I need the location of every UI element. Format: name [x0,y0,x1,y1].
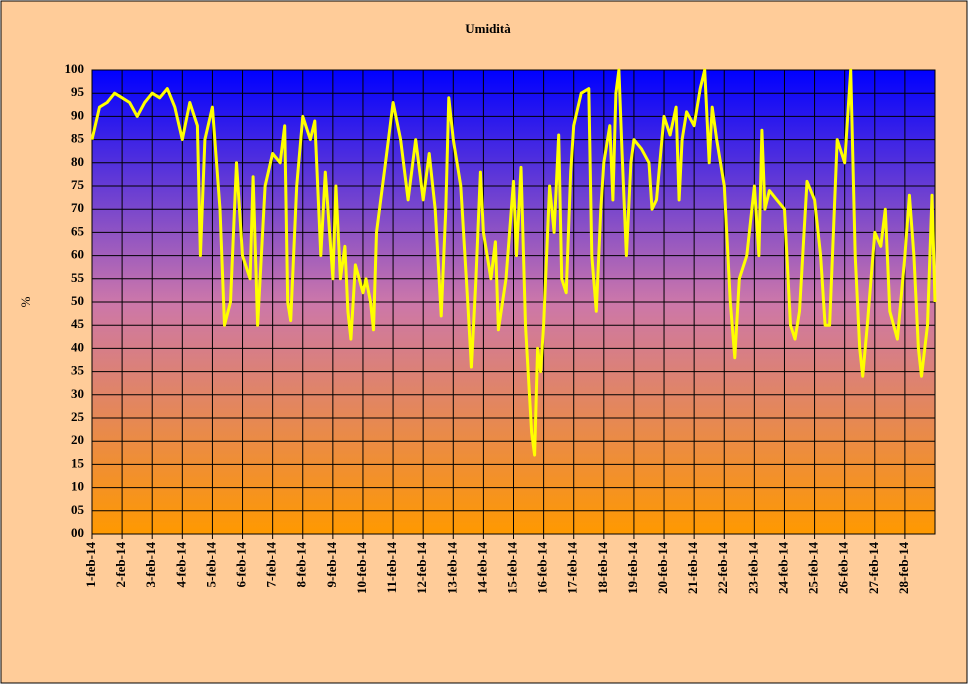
x-tick-label: 14-feb-14 [474,542,489,594]
y-tick-label: 45 [71,316,85,331]
x-tick-label: 21-feb-14 [685,542,700,594]
x-tick-label: 24-feb-14 [775,542,790,594]
x-tick-label: 27-feb-14 [866,542,881,594]
x-tick-label: 6-feb-14 [234,542,249,588]
y-tick-label: 80 [71,154,84,169]
data-line [90,68,937,457]
x-tick-label: 13-feb-14 [444,542,459,594]
chart-title: Umidità [465,21,511,36]
x-tick-label: 9-feb-14 [324,542,339,588]
y-tick-label: 10 [71,479,84,494]
y-tick-label: 100 [65,61,85,76]
x-tick-label: 16-feb-14 [535,542,550,594]
x-tick-label: 18-feb-14 [595,542,610,594]
y-tick-label: 00 [71,525,84,540]
y-tick-label: 95 [71,84,85,99]
x-tick-label: 20-feb-14 [655,542,670,594]
x-tick-label: 10-feb-14 [354,542,369,594]
y-tick-label: 70 [71,200,84,215]
x-tick-label: 8-feb-14 [294,542,309,588]
y-tick-label: 55 [71,270,85,285]
x-tick-label: 25-feb-14 [806,542,821,594]
y-tick-label: 65 [71,223,85,238]
y-axis-label: % [18,296,33,307]
x-tick-label: 28-feb-14 [896,542,911,594]
y-tick-label: 05 [71,502,85,517]
y-tick-label: 15 [71,455,85,470]
x-tick-label: 2-feb-14 [113,542,128,588]
x-tick-label: 19-feb-14 [625,542,640,594]
y-tick-label: 40 [71,339,84,354]
y-tick-label: 25 [71,409,85,424]
x-tick-label: 23-feb-14 [745,542,760,594]
x-tick-label: 15-feb-14 [504,542,519,594]
x-tick-label: 1-feb-14 [83,542,98,588]
x-tick-label: 22-feb-14 [715,542,730,594]
x-tick-label: 17-feb-14 [565,542,580,594]
x-tick-label: 5-feb-14 [203,542,218,588]
y-tick-label: 35 [71,363,85,378]
y-tick-label: 30 [71,386,84,401]
x-tick-label: 3-feb-14 [143,542,158,588]
y-tick-label: 20 [71,432,84,447]
y-tick-label: 90 [71,107,84,122]
x-tick-label: 4-feb-14 [173,542,188,588]
y-tick-label: 60 [71,247,84,262]
x-tick-label: 11-feb-14 [384,542,399,594]
x-tick-label: 12-feb-14 [414,542,429,594]
x-tick-label: 7-feb-14 [264,542,279,588]
y-tick-label: 85 [71,131,85,146]
x-tick-label: 26-feb-14 [836,542,851,594]
y-tick-label: 75 [71,177,85,192]
y-tick-label: 50 [71,293,84,308]
